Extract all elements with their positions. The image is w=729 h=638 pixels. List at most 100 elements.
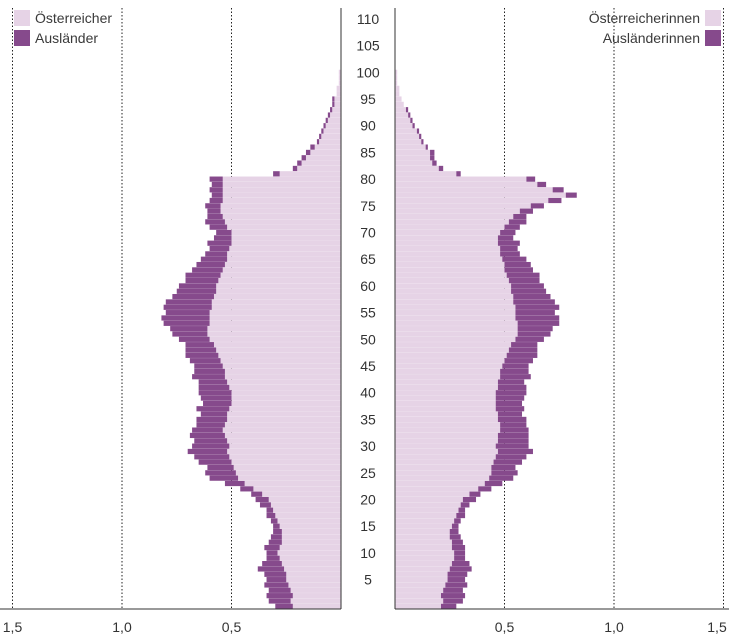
bar-citizen-male	[244, 480, 341, 487]
bar-citizen-female	[395, 310, 516, 316]
bar-foreigner-female	[495, 395, 525, 401]
bar-foreigner-female	[495, 443, 529, 449]
bar-citizen-male	[229, 245, 341, 252]
bar-foreigner-male	[194, 368, 225, 374]
bar-citizen-female	[395, 406, 496, 412]
bar-foreigner-female	[462, 496, 477, 503]
bar-citizen-male	[338, 69, 341, 75]
bar-foreigner-female	[565, 192, 577, 198]
bar-foreigner-female	[491, 464, 516, 471]
bar-foreigner-female	[451, 561, 470, 567]
bar-foreigner-female	[500, 427, 529, 433]
bar-foreigner-male	[198, 379, 228, 385]
bar-citizen-female	[395, 480, 485, 487]
bar-citizen-male	[281, 528, 341, 535]
bar-foreigner-male	[297, 160, 302, 166]
bar-citizen-male	[233, 464, 341, 471]
bar-citizen-female	[395, 486, 479, 492]
bar-citizen-male	[253, 486, 341, 492]
bar-foreigner-male	[266, 550, 278, 556]
bar-citizen-male	[297, 165, 341, 172]
bar-foreigner-male	[327, 112, 331, 118]
bar-citizen-female	[395, 326, 518, 332]
bar-citizen-male	[338, 75, 341, 81]
bar-citizen-female	[395, 224, 505, 230]
bar-foreigner-female	[478, 486, 492, 492]
bar-citizen-male	[222, 363, 341, 369]
bar-foreigner-female	[489, 475, 514, 481]
bar-foreigner-female	[495, 454, 527, 460]
bar-foreigner-male	[273, 528, 282, 535]
bar-citizen-male	[279, 171, 341, 177]
bar-citizen-male	[281, 539, 341, 545]
x-tick-label-right: 1,5	[707, 619, 727, 635]
bar-citizen-female	[395, 347, 509, 353]
bar-citizen-female	[395, 155, 431, 161]
bar-citizen-male	[227, 256, 341, 262]
bar-foreigner-male	[270, 534, 282, 540]
bar-citizen-male	[310, 149, 341, 156]
bar-foreigner-male	[321, 128, 324, 134]
bar-citizen-female	[395, 176, 527, 182]
bar-citizen-female	[395, 411, 498, 417]
bar-foreigner-female	[497, 432, 529, 439]
age-tick-label: 20	[360, 492, 376, 508]
bar-foreigner-male	[209, 176, 223, 182]
bar-citizen-female	[395, 342, 512, 348]
bar-foreigner-male	[200, 395, 232, 401]
x-tick-label-right: 1,0	[604, 619, 624, 635]
bar-foreigner-female	[504, 261, 531, 268]
bar-citizen-male	[227, 251, 341, 257]
bar-foreigner-female	[410, 117, 413, 123]
bar-foreigner-male	[209, 245, 230, 252]
age-tick-label: 80	[360, 171, 376, 187]
bar-citizen-male	[227, 438, 341, 444]
bar-citizen-male	[279, 544, 341, 551]
bar-citizen-female	[395, 294, 514, 300]
bar-foreigner-female	[430, 149, 435, 156]
bar-foreigner-male	[209, 475, 239, 481]
bar-citizen-female	[395, 80, 398, 86]
bar-citizen-male	[284, 566, 341, 572]
age-tick-label: 85	[360, 144, 376, 160]
bar-foreigner-female	[530, 203, 544, 209]
bar-foreigner-male	[198, 384, 230, 390]
bar-foreigner-male	[200, 256, 228, 262]
bar-citizen-male	[224, 374, 341, 380]
bar-citizen-female	[395, 187, 553, 193]
bar-foreigner-male	[325, 117, 328, 123]
age-tick-label: 60	[360, 278, 376, 294]
bar-citizen-male	[218, 352, 341, 358]
bar-foreigner-female	[449, 534, 461, 540]
bar-foreigner-male	[268, 598, 291, 604]
bar-foreigner-male	[268, 587, 291, 593]
bar-citizen-male	[231, 395, 341, 401]
bar-foreigner-female	[513, 294, 551, 300]
bar-foreigner-male	[185, 272, 221, 278]
bar-foreigner-female	[460, 502, 470, 508]
bar-citizen-male	[323, 128, 341, 134]
bar-foreigner-female	[504, 224, 520, 230]
axes	[0, 8, 729, 610]
bar-foreigner-female	[454, 550, 466, 556]
bar-foreigner-female	[504, 358, 533, 364]
bar-foreigner-female	[440, 593, 466, 599]
age-tick-label: 40	[360, 385, 376, 401]
bar-citizen-female	[395, 117, 411, 123]
bar-citizen-female	[395, 432, 498, 439]
bar-citizen-male	[286, 571, 341, 577]
bar-foreigner-female	[449, 566, 472, 572]
bar-foreigner-female	[508, 277, 540, 284]
bar-citizen-female	[395, 128, 417, 134]
bar-foreigner-male	[170, 326, 208, 332]
bar-foreigner-female	[493, 459, 523, 465]
bar-foreigner-male	[194, 363, 223, 369]
bar-citizen-male	[209, 320, 341, 326]
bar-citizen-male	[277, 518, 341, 524]
bar-citizen-male	[207, 326, 341, 332]
bar-citizen-male	[216, 347, 341, 353]
bar-citizen-female	[395, 107, 406, 113]
bar-foreigner-male	[275, 603, 293, 609]
bar-citizen-female	[395, 123, 413, 129]
bar-foreigner-male	[192, 443, 230, 449]
